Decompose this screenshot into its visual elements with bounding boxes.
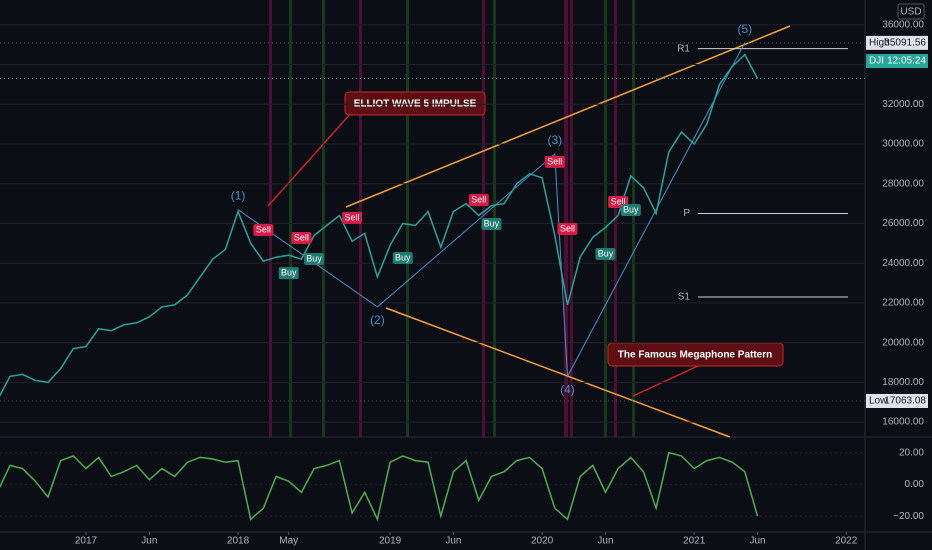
x-tick-label: 2020 [531,536,554,547]
signal-label: Sell [611,196,626,206]
wave-label: (3) [547,133,562,147]
signal-box [544,155,565,168]
band [604,0,607,437]
low-value: 17063.08 [884,396,926,407]
annotation: The Famous Megaphone Pattern [618,350,772,361]
signal-box [304,253,325,266]
y-tick-label: 26000.00 [882,218,924,229]
signal-box [620,203,641,216]
x-tick-label: 2018 [227,536,250,547]
y-tick-label: 20.00 [899,447,924,458]
y-tick-label: −20.00 [893,511,924,522]
x-tick-label: Jun [141,536,157,547]
signal-label: Sell [471,194,486,204]
signal-label: Sell [345,212,360,222]
signal-box [595,248,616,261]
x-tick-label: 2017 [75,536,98,547]
y-tick-label: 32000.00 [882,99,924,110]
signal-box [342,211,363,224]
callout-box [344,91,486,116]
x-tick-label: 2021 [683,536,706,547]
low-label: Low [869,396,888,407]
y-tick-label: 24000.00 [882,258,924,269]
low-box [866,393,928,408]
pivot-label: S1 [678,292,691,303]
signal-box [392,252,413,265]
y-tick-label: 36000.00 [882,19,924,30]
wave-line [237,42,746,379]
y-tick-label: 16000.00 [882,417,924,428]
y-tick-label: 28000.00 [882,178,924,189]
countdown: 12:05:24 [887,56,926,67]
wave-label: (5) [738,22,753,36]
callout-pointer [267,111,353,207]
signal-label: Buy [484,218,500,228]
band [269,0,272,437]
signal-box [291,231,312,244]
y-tick-label: 22000.00 [882,298,924,309]
symbol-box [866,54,928,68]
signal-label: Buy [306,253,322,263]
y-tick-label: 20000.00 [882,337,924,348]
pivot-label: P [683,208,690,219]
currency: USD [900,7,921,18]
signal-box [468,194,489,207]
x-tick-label: 2019 [379,536,402,547]
wave-label: (1) [231,189,246,203]
band [406,0,409,437]
x-tick-label: Jun [445,536,461,547]
band [632,0,635,437]
y-tick-label: 30000.00 [882,139,924,150]
series-line [0,53,759,397]
band [570,0,573,437]
signal-box [278,267,299,280]
x-tick-label: May [279,536,298,547]
signal-label: Sell [547,156,562,166]
high-box [866,35,928,50]
callout-pointer [632,364,701,397]
band [289,0,292,437]
signal-box [253,224,274,237]
signal-box [557,223,578,236]
megaphone-lower [385,307,731,438]
signal-label: Buy [598,248,614,258]
band [564,0,568,437]
signal-label: Buy [281,268,297,278]
x-tick-label: 2022 [835,536,858,547]
band [322,0,325,437]
signal-label: Sell [560,223,575,233]
signal-label: Buy [395,252,411,262]
symbol: DJI [869,56,884,67]
signal-label: Buy [623,204,639,214]
high-label: High [869,38,890,49]
currency-box [897,3,925,20]
x-tick-label: Jun [597,536,613,547]
signal-label: Sell [256,224,271,234]
series-line [0,451,759,522]
megaphone-upper [345,25,791,208]
wave-label: (2) [370,313,385,327]
pivot-label: R1 [677,43,690,54]
wave-label: (4) [560,383,575,397]
high-value: 35091.56 [884,38,926,49]
signal-label: Sell [294,232,309,242]
y-tick-label: 0.00 [905,479,925,490]
x-tick-label: Jun [749,536,765,547]
signal-box [481,218,502,231]
y-tick-label: 18000.00 [882,377,924,388]
